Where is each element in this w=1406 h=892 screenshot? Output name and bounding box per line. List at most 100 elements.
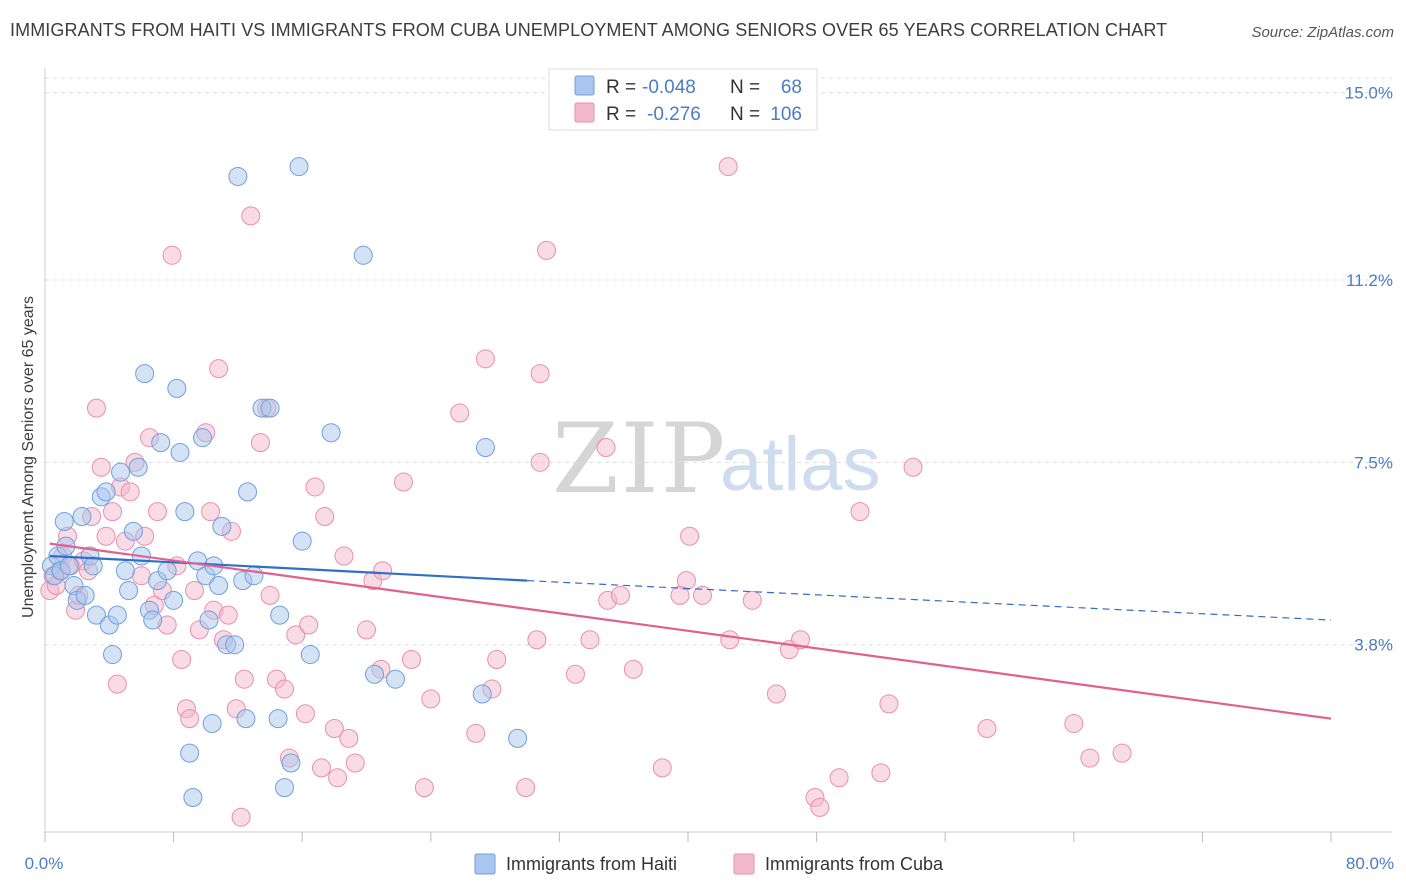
data-point-cuba bbox=[421, 689, 441, 709]
data-point-haiti bbox=[103, 645, 123, 665]
data-point-cuba bbox=[580, 630, 600, 650]
data-point-haiti bbox=[321, 423, 341, 443]
data-point-haiti bbox=[385, 669, 405, 689]
data-point-cuba bbox=[339, 728, 359, 748]
x-tick-label-min: 0.0% bbox=[25, 854, 64, 873]
data-point-cuba bbox=[829, 768, 849, 788]
trend-line-cuba bbox=[49, 542, 1332, 720]
legend-haiti-n-value: 68 bbox=[781, 77, 802, 98]
data-point-haiti bbox=[202, 714, 222, 734]
legend-cuba-r-label: R = bbox=[606, 104, 636, 125]
data-point-haiti bbox=[209, 576, 229, 596]
data-point-cuba bbox=[450, 403, 470, 423]
data-point-haiti bbox=[228, 166, 248, 186]
legend-cuba-n-label: N = bbox=[730, 104, 760, 125]
data-point-cuba bbox=[596, 438, 616, 458]
data-point-cuba bbox=[201, 502, 221, 522]
data-point-cuba bbox=[414, 778, 434, 798]
data-point-cuba bbox=[218, 605, 238, 625]
data-point-haiti bbox=[107, 605, 127, 625]
data-point-cuba bbox=[275, 679, 295, 699]
data-point-cuba bbox=[1064, 714, 1084, 734]
data-point-cuba bbox=[475, 349, 495, 369]
data-point-haiti bbox=[59, 556, 79, 576]
data-point-cuba bbox=[718, 157, 738, 177]
data-point-cuba bbox=[305, 477, 325, 497]
data-point-cuba bbox=[234, 669, 254, 689]
data-point-haiti bbox=[236, 709, 256, 729]
data-point-cuba bbox=[357, 620, 376, 640]
trend-line-haiti bbox=[49, 554, 528, 582]
data-point-cuba bbox=[231, 807, 251, 827]
data-point-cuba bbox=[466, 723, 486, 743]
gridlines bbox=[45, 77, 1392, 646]
data-point-cuba bbox=[91, 457, 111, 477]
data-point-cuba bbox=[487, 649, 507, 669]
trend-line-haiti-projection bbox=[527, 580, 1332, 621]
watermark-atlas: atlas bbox=[720, 422, 881, 507]
data-point-cuba bbox=[565, 664, 585, 684]
data-point-cuba bbox=[180, 709, 200, 729]
data-point-cuba bbox=[903, 457, 923, 477]
data-point-haiti bbox=[128, 457, 148, 477]
data-point-haiti bbox=[183, 787, 203, 807]
data-point-cuba bbox=[260, 585, 280, 605]
data-point-haiti bbox=[292, 531, 312, 551]
data-point-cuba bbox=[393, 472, 413, 492]
legend-bottom-cuba-swatch bbox=[733, 853, 755, 875]
data-point-cuba bbox=[120, 482, 140, 502]
data-point-haiti bbox=[270, 605, 290, 625]
data-point-cuba bbox=[742, 590, 762, 610]
data-point-cuba bbox=[610, 585, 630, 605]
data-point-cuba bbox=[162, 245, 182, 265]
legend-bottom-cuba-label: Immigrants from Cuba bbox=[765, 854, 944, 874]
data-point-haiti bbox=[199, 610, 219, 630]
data-point-cuba bbox=[241, 206, 261, 226]
data-point-cuba bbox=[692, 585, 712, 605]
data-point-cuba bbox=[977, 718, 997, 738]
data-point-haiti bbox=[275, 778, 295, 798]
data-point-haiti bbox=[225, 635, 245, 655]
data-point-haiti bbox=[365, 664, 385, 684]
data-point-cuba bbox=[250, 433, 270, 453]
data-point-cuba bbox=[96, 526, 116, 546]
y-tick-label: 7.5% bbox=[1354, 453, 1393, 472]
legend-haiti-swatch bbox=[574, 75, 595, 96]
legend-stats: R = -0.048 N = 68 R = -0.276 N = 106 bbox=[548, 68, 818, 131]
data-point-cuba bbox=[1112, 743, 1132, 763]
data-point-haiti bbox=[300, 645, 320, 665]
x-axis-ticks bbox=[44, 832, 1332, 842]
y-axis-label: Unemployment Among Seniors over 65 years bbox=[20, 296, 37, 618]
data-point-haiti bbox=[123, 521, 143, 541]
data-point-haiti bbox=[212, 516, 232, 536]
data-point-haiti bbox=[143, 610, 163, 630]
data-point-cuba bbox=[148, 502, 168, 522]
legend-haiti-n-label: N = bbox=[730, 77, 760, 98]
data-point-cuba bbox=[86, 398, 106, 418]
data-point-haiti bbox=[244, 566, 264, 586]
chart-title: IMMIGRANTS FROM HAITI VS IMMIGRANTS FROM… bbox=[10, 20, 1168, 40]
data-point-haiti bbox=[175, 502, 195, 522]
data-point-cuba bbox=[871, 763, 891, 783]
data-point-cuba bbox=[720, 630, 740, 650]
data-point-cuba bbox=[402, 649, 422, 669]
data-point-haiti bbox=[151, 433, 171, 453]
data-point-cuba bbox=[516, 778, 536, 798]
data-point-cuba bbox=[286, 625, 306, 645]
data-point-cuba bbox=[315, 507, 335, 527]
data-point-haiti bbox=[135, 364, 155, 384]
y-tick-label: 11.2% bbox=[1346, 271, 1393, 290]
data-point-cuba bbox=[328, 768, 348, 788]
data-point-cuba bbox=[209, 359, 229, 379]
legend-cuba-n-value: 106 bbox=[770, 104, 802, 125]
data-point-haiti bbox=[289, 157, 309, 177]
data-point-cuba bbox=[676, 571, 696, 591]
data-point-cuba bbox=[810, 797, 830, 817]
data-point-haiti bbox=[115, 561, 135, 581]
data-point-haiti bbox=[472, 684, 492, 704]
legend-bottom-haiti-swatch bbox=[474, 853, 496, 875]
data-point-cuba bbox=[537, 240, 557, 260]
data-point-haiti bbox=[193, 428, 213, 448]
data-point-cuba bbox=[299, 615, 319, 635]
data-point-cuba bbox=[184, 580, 204, 600]
